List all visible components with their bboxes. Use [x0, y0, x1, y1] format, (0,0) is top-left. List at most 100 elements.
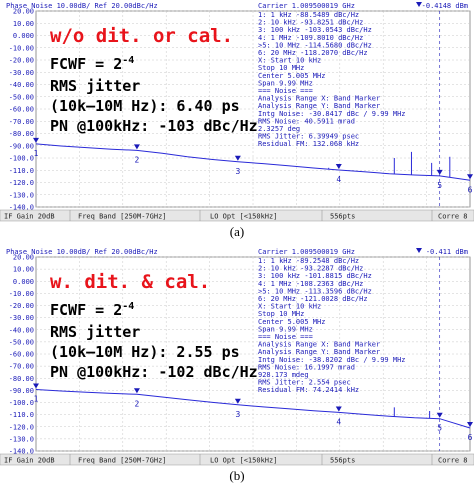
marker-flag-icon: [416, 248, 422, 253]
header-left-text: Phase Noise 10.00dB/ Ref 20.00dBc/Hz: [6, 2, 158, 10]
marker-label: 4: [336, 175, 341, 184]
y-tick-label: -120.0: [9, 423, 34, 431]
y-tick-label: 0.000: [13, 32, 34, 40]
readout-line: 1: 1 kHz -88.5489 dBc/Hz: [258, 11, 359, 19]
readout-line: === Noise ===: [258, 87, 313, 95]
readout-line: RMS Noise: 40.5911 mrad: [258, 117, 355, 125]
marker-label: 5: [437, 424, 442, 433]
readout-line: Analysis Range X: Band Marker: [258, 341, 380, 349]
marker-flag-icon: [416, 2, 422, 7]
y-tick-label: 20.00: [13, 254, 34, 262]
overlay-fcwf: FCWF = 2-4: [50, 301, 134, 319]
y-tick-label: -120.0: [9, 179, 34, 187]
y-tick-label: -30.00: [9, 69, 34, 77]
marker-triangle: [436, 169, 443, 175]
readout-line: 2: 10 kHz -93.8251 dBc/Hz: [258, 19, 363, 27]
overlay-line: RMS jitter: [50, 77, 140, 95]
readout-line: Stop 10 MHz: [258, 310, 304, 318]
readout-line: Residual FM: 132.068 kHz: [258, 140, 359, 148]
overlay-line: (10k–10M Hz): 2.55 ps: [50, 343, 240, 361]
footer-item: Freq Band [250M-7GHz]: [78, 457, 167, 465]
y-tick-label: -130.0: [9, 435, 34, 443]
y-tick-label: -140.0: [9, 204, 34, 212]
marker-triangle: [467, 421, 473, 427]
y-tick-label: -100.0: [9, 399, 34, 407]
marker-triangle: [467, 174, 473, 180]
readout-line: Center 5.005 MHz: [258, 318, 325, 326]
y-tick-label: -80.00: [9, 130, 34, 138]
readout-line: Analysis Range Y: Band Marker: [258, 348, 380, 356]
y-tick-label: -20.00: [9, 57, 34, 65]
marker-label: 2: [135, 155, 140, 164]
footer-item: IF Gain 20dB: [4, 213, 55, 221]
caption-a: (a): [229, 224, 245, 239]
readout-line: Center 5.005 MHz: [258, 72, 325, 80]
readout-line: 2: 10 kHz -93.2287 dBc/Hz: [258, 265, 363, 273]
readout-line: === Noise ===: [258, 333, 313, 341]
footer-bar: [0, 209, 474, 222]
y-tick-label: 10.00: [13, 266, 34, 274]
y-tick-label: -80.00: [9, 375, 34, 383]
readout-line: Span 9.99 MHz: [258, 325, 313, 333]
readout-line: Analysis Range X: Band Marker: [258, 95, 380, 103]
y-tick-label: 10.00: [13, 20, 34, 28]
readout-line: X: Start 10 kHz: [258, 303, 321, 311]
marker-triangle: [33, 383, 39, 389]
marker-triangle: [133, 144, 140, 150]
header-left-text: Phase Noise 10.00dB/ Ref 20.00dBc/Hz: [6, 248, 158, 256]
marker-label: 6: [468, 185, 473, 194]
readout-line: 3: 100 kHz -103.0543 dBc/Hz: [258, 26, 372, 34]
marker-label: 3: [235, 410, 240, 419]
y-tick-label: -140.0: [9, 448, 34, 456]
header-bar: [0, 0, 474, 10]
header-carrier-text: Carrier 1.009500019 GHz: [258, 2, 355, 10]
overlay-line: PN @100kHz: -103 dBc/Hz: [50, 117, 258, 135]
marker-label: 1: [34, 149, 39, 158]
readout-line: Intg Noise: -38.8202 dBc / 9.99 MHz: [258, 356, 406, 364]
readout-line: Stop 10 MHz: [258, 64, 304, 72]
y-tick-label: -130.0: [9, 191, 34, 199]
readout-line: RMS Jitter: 2.554 psec: [258, 379, 351, 387]
overlay-line: PN @100kHz: -102 dBc/Hz: [50, 363, 258, 381]
overlay-title: w. dit. & cal.: [50, 271, 210, 293]
readout-line: >5: 10 MHz -114.5680 dBc/Hz: [258, 41, 372, 49]
footer-item: LO Opt [<150kHz]: [210, 457, 277, 465]
y-tick-label: -70.00: [9, 118, 34, 126]
y-tick-label: 0.000: [13, 278, 34, 286]
y-tick-label: -50.00: [9, 338, 34, 346]
readout-line: 928.173 mdeg: [258, 371, 309, 379]
footer-item: 556pts: [330, 457, 355, 465]
y-tick-label: -110.0: [9, 167, 34, 175]
y-tick-label: -60.00: [9, 106, 34, 114]
footer-item: Corre 8: [438, 213, 468, 221]
y-tick-label: -30.00: [9, 314, 34, 322]
y-tick-label: -90.00: [9, 387, 34, 395]
readout-line: X: Start 10 kHz: [258, 57, 321, 65]
overlay-fcwf: FCWF = 2-4: [50, 55, 134, 73]
footer-item: Corre 8: [438, 457, 468, 465]
header-marker-text: -0.4148 dBm: [422, 2, 468, 10]
y-tick-label: -40.00: [9, 326, 34, 334]
marker-triangle: [33, 137, 39, 143]
readout-line: Analysis Range Y: Band Marker: [258, 102, 380, 110]
readout-line: Intg Noise: -30.8417 dBc / 9.99 MHz: [258, 110, 406, 118]
footer-item: Freq Band [250M-7GHz]: [78, 213, 167, 221]
footer-item: LO Opt [<150kHz]: [210, 213, 277, 221]
y-tick-label: -10.00: [9, 290, 34, 298]
readout-line: 4: 1 MHz -109.8010 dBc/Hz: [258, 34, 363, 42]
readout-line: 3: 100 kHz -101.8815 dBc/Hz: [258, 272, 372, 280]
footer-item: IF Gain 20dB: [4, 457, 55, 465]
marker-label: 4: [336, 417, 341, 426]
phase-noise-chart-b: Phase Noise 10.00dB/ Ref 20.00dBc/Hz Carr…: [0, 246, 474, 466]
readout-line: RMS Noise: 16.1997 mrad: [258, 363, 355, 371]
phase-noise-trace: [35, 389, 471, 429]
header-marker-text: -0.411 dBm: [426, 248, 468, 256]
marker-label: 6: [468, 433, 473, 442]
readout-line: Span 9.99 MHz: [258, 79, 313, 87]
y-tick-label: -70.00: [9, 363, 34, 371]
overlay-line: (10k–10M Hz): 6.40 ps: [50, 97, 240, 115]
caption-b: (b): [229, 468, 245, 483]
marker-label: 2: [135, 399, 140, 408]
y-tick-label: -20.00: [9, 302, 34, 310]
phase-noise-chart-a: Phase Noise 10.00dB/ Ref 20.00dBc/Hz Carr…: [0, 0, 474, 222]
